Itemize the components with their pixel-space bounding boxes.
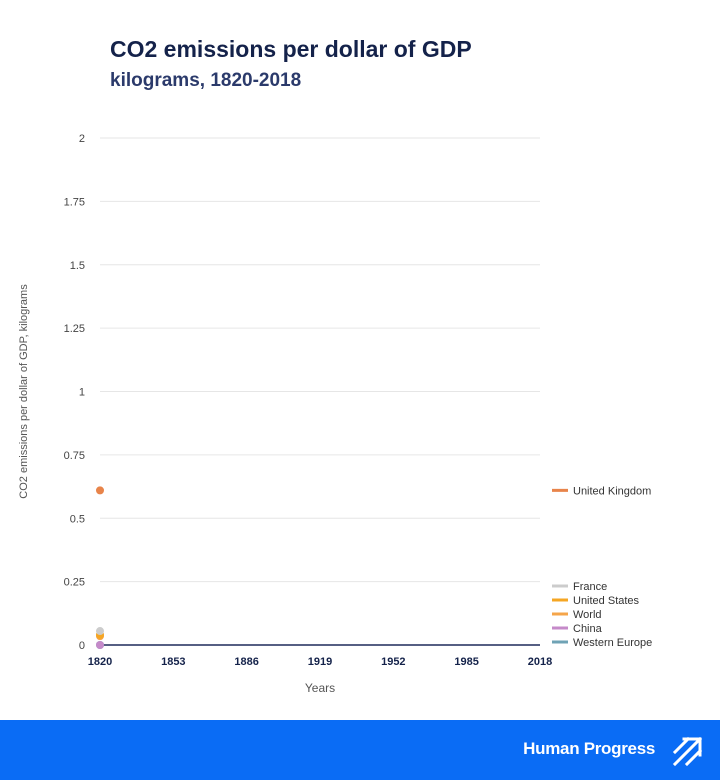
chart-title: CO2 emissions per dollar of GDP <box>110 36 472 62</box>
legend-label: World <box>573 609 602 621</box>
x-tick-label: 1886 <box>234 656 258 668</box>
y-tick-label: 2 <box>79 133 85 145</box>
x-tick-label: 2018 <box>528 656 552 668</box>
y-tick-label: 0 <box>79 640 85 652</box>
y-tick-label: 0.5 <box>70 513 85 525</box>
x-tick-label: 1952 <box>381 656 405 668</box>
y-tick-label: 1 <box>79 387 85 399</box>
legend-label: United States <box>573 595 640 607</box>
x-tick-label: 1853 <box>161 656 185 668</box>
chart-subtitle: kilograms, 1820-2018 <box>110 70 302 91</box>
data-point-china <box>96 641 104 649</box>
x-axis-title: Years <box>305 681 335 695</box>
legend-label: China <box>573 623 603 635</box>
y-tick-label: 0.75 <box>64 450 85 462</box>
chart-area: 0 0.25 0.5 0.75 1 1.25 1.5 1.75 2 1820 1853 1886 191… <box>18 133 652 695</box>
x-tick-label: 1820 <box>88 656 112 668</box>
y-tick-label: 0.25 <box>64 577 85 589</box>
y-tick-label: 1.25 <box>64 323 85 335</box>
x-tick-label: 1919 <box>308 656 332 668</box>
legend-label: France <box>573 581 607 593</box>
y-axis-title: CO2 emissions per dollar of GDP, kilogra… <box>18 284 30 499</box>
data-point-united-kingdom <box>96 486 104 495</box>
human-progress-arrows-icon[interactable] <box>672 733 706 767</box>
footer-bar: Human Progress <box>0 720 720 780</box>
x-tick-label: 1985 <box>454 656 478 668</box>
brand-name[interactable]: Human Progress <box>523 739 655 758</box>
y-tick-label: 1.75 <box>64 196 85 208</box>
data-point-france <box>96 627 104 636</box>
legend-label: Western Europe <box>573 637 652 649</box>
legend-label: United Kingdom <box>573 485 651 497</box>
y-tick-label: 1.5 <box>70 260 85 272</box>
